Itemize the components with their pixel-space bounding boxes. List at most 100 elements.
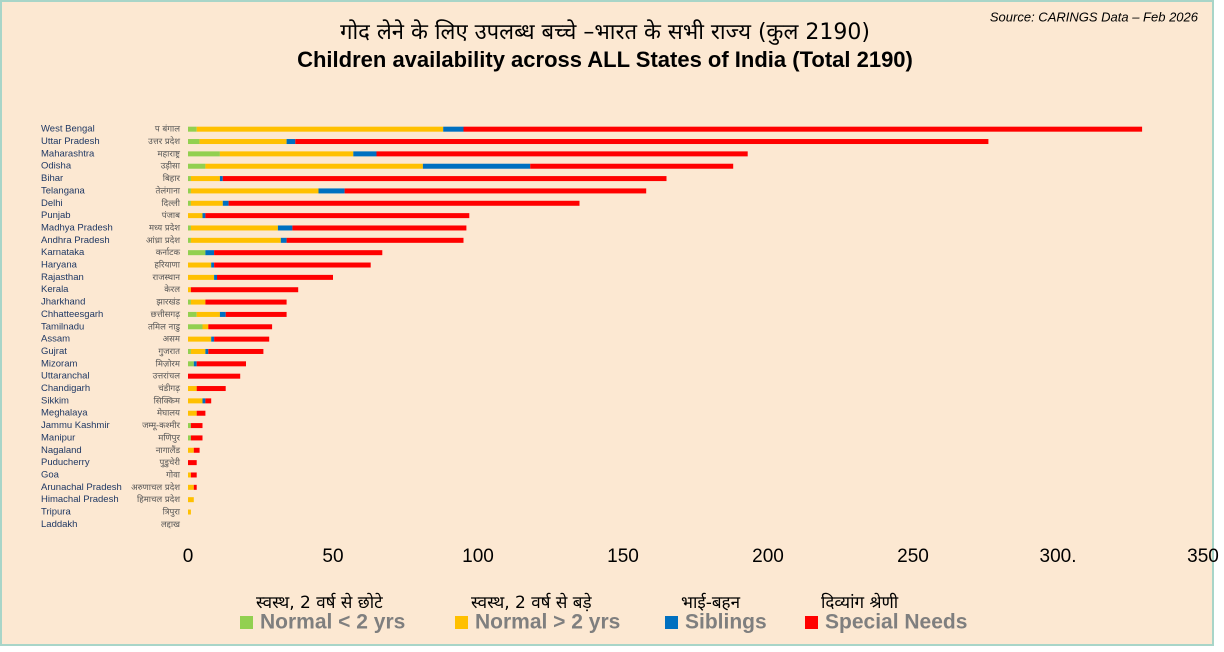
- bar-segment: [190, 423, 203, 429]
- bar-segment: [188, 213, 203, 219]
- legend-swatch: [805, 616, 818, 629]
- bar-segment: [188, 126, 197, 132]
- bar-segment: [353, 151, 377, 157]
- bar-segment: [443, 126, 464, 132]
- x-tick-label: 0: [183, 546, 194, 567]
- x-tick-label: 100: [462, 546, 494, 567]
- bar-segment: [188, 509, 191, 515]
- category-label: Mizoram: [41, 358, 78, 369]
- bar-segment: [188, 176, 191, 182]
- bar-segment: [188, 348, 191, 354]
- x-tick-label: 150: [607, 546, 639, 567]
- bar-segment: [188, 188, 191, 194]
- bar-segment: [188, 250, 206, 256]
- bar-segment: [219, 311, 226, 317]
- bar-segment: [190, 348, 206, 354]
- category-label: Punjab: [41, 210, 71, 221]
- bar-segment: [188, 311, 197, 317]
- bar-segment: [219, 176, 223, 182]
- x-tick-label: 350: [1187, 546, 1219, 567]
- category-label-hindi: उड़ीसा: [161, 161, 181, 172]
- bar-segment: [190, 237, 281, 243]
- bar-segment: [188, 299, 191, 305]
- x-tick-label: 50: [322, 546, 343, 567]
- bar-segment: [190, 188, 319, 194]
- category-label: Tamilnadu: [41, 321, 84, 332]
- category-label: Delhi: [41, 198, 63, 209]
- category-label: Karnataka: [41, 247, 85, 258]
- category-label-hindi: हरियाणा: [154, 260, 180, 271]
- category-label: Andhra Pradesh: [41, 235, 110, 246]
- bar-segment: [205, 250, 215, 256]
- category-label-hindi: मिज़ोरम: [156, 358, 181, 369]
- legend-label-hindi: दिव्यांग श्रेणी: [821, 592, 899, 613]
- bar-segment: [188, 274, 215, 280]
- bar-segment: [193, 361, 197, 367]
- legend-label: Normal > 2 yrs: [475, 611, 620, 634]
- bar-segment: [188, 324, 203, 330]
- category-label: Odisha: [41, 161, 72, 172]
- bar-segment: [193, 484, 197, 490]
- bar-segment: [217, 274, 333, 280]
- legend-label: Siblings: [685, 611, 767, 634]
- bar-segment: [286, 237, 464, 243]
- bar-segment: [292, 225, 467, 231]
- bar-segment: [225, 311, 287, 317]
- category-label: Bihar: [41, 173, 63, 184]
- category-label-hindi: सिक्किम: [154, 395, 181, 406]
- bar-segment: [219, 151, 354, 157]
- category-label-hindi: नागालैंड: [156, 445, 181, 456]
- bar-segment: [188, 472, 191, 478]
- category-label: Laddakh: [41, 519, 77, 530]
- bar-segment: [222, 200, 229, 206]
- legend-label-hindi: भाई-बहन: [681, 592, 741, 613]
- category-label-hindi: लद्दाख: [161, 520, 181, 530]
- bar-segment: [190, 287, 299, 293]
- bar-segment: [376, 151, 748, 157]
- category-label-hindi: असम: [163, 335, 181, 345]
- bar-segment: [190, 225, 278, 231]
- chart-title: Children availability across ALL States …: [297, 47, 913, 72]
- category-label: Telangana: [41, 185, 86, 196]
- category-label: West Bengal: [41, 124, 95, 135]
- bar-segment: [463, 126, 1143, 132]
- category-label-hindi: अरुणाचल प्रदेश: [131, 482, 180, 493]
- bar-segment: [196, 311, 220, 317]
- category-label-hindi: छत्तीसगढ़: [151, 309, 181, 320]
- x-tick-label: 300.: [1040, 546, 1077, 567]
- category-label-hindi: केरल: [164, 284, 180, 295]
- bar-segment: [190, 472, 197, 478]
- bar-segment: [211, 336, 215, 342]
- legend-swatch: [240, 616, 253, 629]
- bar-segment: [208, 324, 273, 330]
- bar-segment: [344, 188, 647, 194]
- bar-segment: [196, 386, 226, 392]
- category-label-hindi: आंध्रा प्रदेश: [146, 235, 180, 246]
- bar-segment: [188, 262, 212, 268]
- category-label-hindi: जम्मू-कश्मीर: [142, 420, 180, 431]
- bar-segment: [188, 287, 191, 293]
- category-label: Kerala: [41, 284, 69, 295]
- bar-segment: [214, 336, 270, 342]
- category-label-hindi: झारखंड: [156, 297, 180, 308]
- bar-segment: [190, 299, 206, 305]
- bar-segment: [530, 163, 734, 169]
- bar-segment: [188, 435, 191, 441]
- bar-segment: [188, 139, 200, 145]
- category-label-hindi: प बंगाल: [155, 124, 180, 135]
- category-label: Sikkim: [41, 395, 69, 406]
- bar-segment: [202, 213, 206, 219]
- category-label-hindi: दिल्ली: [161, 198, 180, 209]
- category-label: Maharashtra: [41, 148, 95, 159]
- legend-label-hindi: स्वस्थ, 2 वर्ष से छोटे: [256, 592, 383, 613]
- bar-segment: [205, 213, 470, 219]
- bar-segment: [295, 139, 989, 145]
- category-label: Chhatteesgarh: [41, 309, 103, 320]
- category-label-hindi: मध्य प्रदेश: [149, 222, 180, 233]
- bar-segment: [196, 410, 206, 416]
- bar-segment: [188, 336, 212, 342]
- bar-segment: [222, 176, 667, 182]
- category-label-hindi: चंडीगढ़: [158, 383, 180, 394]
- category-label-hindi: उत्तर प्रदेश: [148, 136, 180, 147]
